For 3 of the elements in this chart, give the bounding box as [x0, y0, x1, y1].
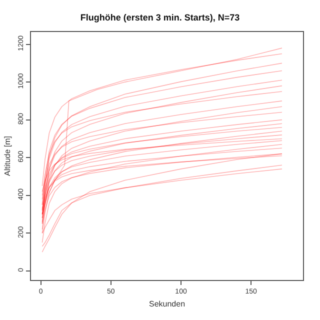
x-axis-title: Sekunden: [148, 300, 186, 308]
chart-title: Flughöhe (ersten 3 min. Starts), N=73: [80, 12, 240, 23]
y-axis-title: Altitude [m]: [2, 136, 12, 176]
